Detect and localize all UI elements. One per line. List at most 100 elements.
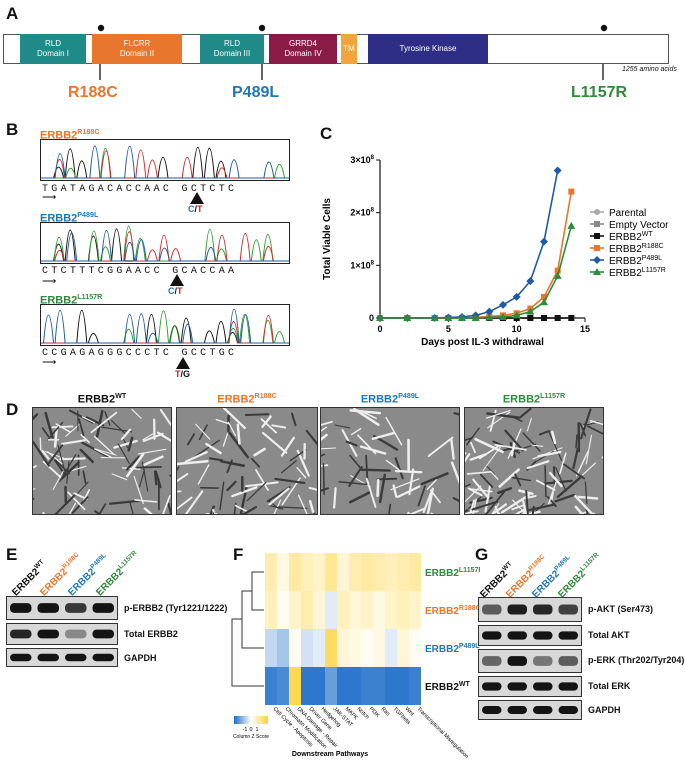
blot-label: GAPDH bbox=[588, 705, 621, 715]
domain-label: RLD bbox=[223, 39, 240, 48]
data-point bbox=[512, 292, 521, 301]
heatmap-cell bbox=[373, 629, 385, 667]
blot-band bbox=[533, 604, 553, 615]
cell-stroke bbox=[472, 498, 477, 514]
data-point bbox=[526, 277, 535, 286]
blot-band bbox=[558, 604, 578, 615]
cell-stroke bbox=[73, 492, 88, 501]
blot-total-akt bbox=[478, 625, 582, 646]
blot-total-erbb2 bbox=[6, 623, 118, 645]
gene-sup: L1157R bbox=[117, 549, 139, 571]
cell-stroke bbox=[321, 426, 328, 432]
blot-band bbox=[482, 706, 502, 714]
cell-stroke bbox=[572, 447, 579, 469]
mutation-markers bbox=[97, 24, 608, 80]
series-line bbox=[380, 170, 559, 319]
triangle-marker-icon bbox=[170, 274, 184, 286]
cell-stroke bbox=[426, 487, 434, 514]
cell-stroke bbox=[584, 481, 588, 504]
heatmap-cell bbox=[277, 629, 289, 667]
cell-stroke bbox=[125, 453, 145, 478]
blot-band bbox=[92, 629, 114, 639]
heatmap-cell bbox=[313, 667, 325, 705]
data-point bbox=[444, 314, 453, 321]
cell-stroke bbox=[94, 510, 102, 514]
cell-stroke bbox=[212, 508, 216, 514]
x-tick-label: 0 bbox=[377, 324, 382, 334]
blot-total-erk bbox=[478, 676, 582, 697]
heatmap-cell bbox=[277, 553, 289, 591]
cell-stroke bbox=[498, 468, 520, 488]
cell-stroke bbox=[494, 444, 527, 451]
data-point bbox=[594, 245, 600, 251]
cell-stroke bbox=[274, 477, 306, 484]
cell-stroke bbox=[33, 413, 39, 421]
cell-stroke bbox=[575, 450, 589, 477]
data-point bbox=[567, 221, 576, 229]
cell-stroke bbox=[466, 470, 492, 475]
cell-stroke bbox=[321, 447, 337, 450]
y-tick-exponent: 8 bbox=[371, 208, 375, 214]
cell-stroke bbox=[54, 494, 76, 514]
cell-stroke bbox=[338, 481, 371, 486]
heatmap-cell bbox=[265, 667, 277, 705]
cell-stroke bbox=[113, 439, 138, 449]
cell-stroke bbox=[59, 457, 86, 461]
heatmap-cell bbox=[361, 591, 373, 629]
blot-band bbox=[65, 629, 87, 639]
base-call-alt: G bbox=[183, 369, 191, 379]
cell-stroke bbox=[486, 412, 520, 419]
cell-stroke bbox=[546, 496, 557, 508]
chromatogram-peak-line bbox=[41, 310, 289, 344]
gene-name: ERBB2 bbox=[40, 129, 78, 142]
cell-stroke bbox=[125, 455, 140, 471]
cell-stroke bbox=[268, 504, 284, 510]
blot-p-akt bbox=[478, 597, 582, 622]
cell-stroke bbox=[260, 418, 278, 434]
gene-sup: P489L bbox=[77, 211, 99, 219]
cell-stroke bbox=[98, 503, 107, 514]
heatmap-cell bbox=[409, 629, 421, 667]
heatmap-cell bbox=[313, 553, 325, 591]
mutation-dot-l1157r bbox=[600, 24, 608, 32]
heatmap-cell bbox=[385, 667, 397, 705]
heatmap-cell bbox=[289, 629, 301, 667]
cell-stroke bbox=[522, 500, 528, 514]
cell-stroke bbox=[100, 426, 133, 433]
blot-band bbox=[92, 603, 114, 613]
cell-stroke bbox=[177, 459, 209, 466]
gene-name: ERBB2 bbox=[478, 568, 510, 601]
heatmap-cell bbox=[373, 591, 385, 629]
gene-name: ERBB2 bbox=[217, 393, 255, 406]
cell-stroke bbox=[580, 462, 597, 477]
cell-stroke bbox=[392, 484, 398, 498]
cell-stroke bbox=[162, 495, 171, 514]
data-point bbox=[458, 314, 466, 321]
cell-stroke bbox=[583, 423, 603, 435]
heatmap-cell bbox=[409, 667, 421, 705]
domain-sublabel: Domain IV bbox=[284, 49, 322, 58]
heatmap-cell bbox=[301, 667, 313, 705]
cell-stroke bbox=[559, 452, 567, 475]
cell-stroke bbox=[255, 469, 269, 491]
cell-stroke bbox=[394, 457, 404, 480]
heatmap-cell bbox=[349, 629, 361, 667]
data-point bbox=[541, 315, 547, 321]
cell-stroke bbox=[251, 458, 261, 468]
mutation-label-l1157r: L1157R bbox=[571, 84, 628, 101]
cell-stroke bbox=[134, 499, 158, 503]
cell-stroke bbox=[525, 489, 529, 514]
heatmap-cell bbox=[301, 591, 313, 629]
heatmap-cell bbox=[301, 629, 313, 667]
pathway-heatmap: ERBB2L1157RERBB2R188CERBB2P489LERBB2WTCe… bbox=[231, 553, 480, 760]
base-call-sep: / bbox=[174, 286, 178, 296]
cell-stroke bbox=[208, 457, 224, 462]
cell-stroke bbox=[359, 445, 387, 455]
legend-label: ERBB2L1157R bbox=[609, 267, 666, 279]
data-point bbox=[540, 237, 548, 246]
gene-sup: R188C bbox=[254, 392, 277, 400]
y-tick-label: 0 bbox=[369, 313, 374, 323]
panel-label-a: A bbox=[6, 4, 19, 23]
x-tick-label: 5 bbox=[446, 324, 451, 334]
cell-stroke bbox=[219, 460, 245, 467]
